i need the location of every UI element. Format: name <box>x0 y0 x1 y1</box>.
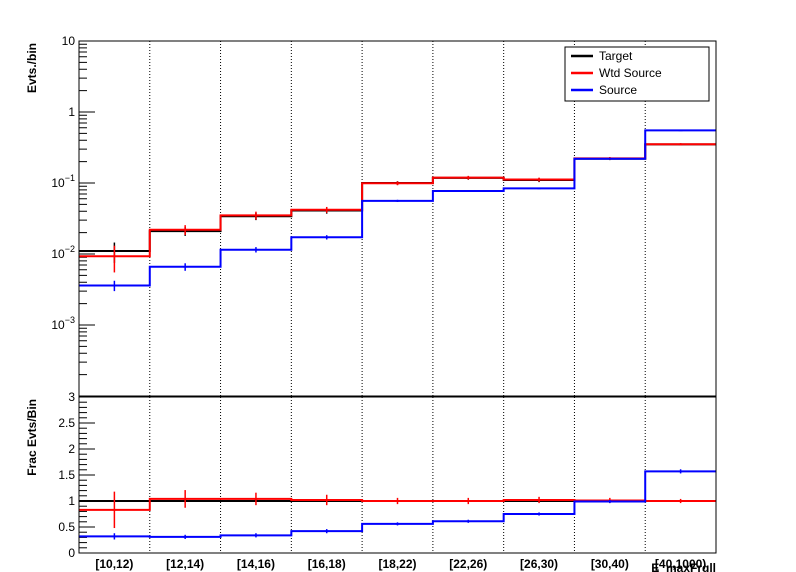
x-tick-label: [40,1000) <box>655 557 706 571</box>
y-tick-label-base: 10 <box>51 176 65 190</box>
y-tick-label: 1.5 <box>58 468 75 482</box>
y-tick-label-base: 10 <box>51 247 65 261</box>
y-tick-label: 10−2 <box>51 244 75 261</box>
y-tick-label: 10−3 <box>51 315 75 332</box>
series-target <box>79 143 716 263</box>
series-line-source <box>79 129 716 287</box>
x-tick-label: [10,12) <box>95 557 133 571</box>
y-tick-label-exponent: −2 <box>65 244 75 254</box>
y-axis-title: Evts./bin <box>25 43 39 93</box>
y-tick-label: 0 <box>68 546 75 560</box>
series-source <box>79 469 716 540</box>
x-tick-label: [18,22) <box>378 557 416 571</box>
series-source <box>79 129 716 292</box>
x-tick-label: [22,26) <box>449 557 487 571</box>
y-tick-label-exponent: −1 <box>65 173 75 183</box>
y-tick-label: 2.5 <box>58 416 75 430</box>
y-tick-label-base: 10 <box>51 318 65 332</box>
y-tick-label: 10−1 <box>51 173 75 190</box>
y-tick-label: 10 <box>62 34 76 48</box>
y-tick-label: 1 <box>68 494 75 508</box>
legend-label-wtd-source: Wtd Source <box>599 66 662 80</box>
x-tick-label: [30,40) <box>591 557 629 571</box>
x-tick-label: [16,18) <box>308 557 346 571</box>
x-tick-label: [26,30) <box>520 557 558 571</box>
series-line-target <box>79 143 716 253</box>
legend-label-target: Target <box>599 49 633 63</box>
y-axis-title: Frac Evts/Bin <box>25 399 39 476</box>
x-tick-label: [12,14) <box>166 557 204 571</box>
plot-frame <box>78 40 717 397</box>
y-tick-label: 1 <box>68 105 75 119</box>
y-tick-label-exponent: −3 <box>65 315 75 325</box>
legend: Target Wtd Source Source <box>564 46 710 102</box>
y-tick-label: 2 <box>68 442 75 456</box>
y-tick-label: 3 <box>68 390 75 404</box>
series-wtd-source <box>79 143 716 273</box>
legend-label-source: Source <box>599 83 637 97</box>
x-tick-label: [14,16) <box>237 557 275 571</box>
plot-frame <box>78 396 717 554</box>
x-axis-title: E_maxFrgll <box>651 561 716 572</box>
bottom-panel: 0 0.5 1 1.5 2 2.5 3 Frac Evts/Bin [10,12) [12,14)… <box>25 390 717 572</box>
y-tick-label: 0.5 <box>58 520 75 534</box>
